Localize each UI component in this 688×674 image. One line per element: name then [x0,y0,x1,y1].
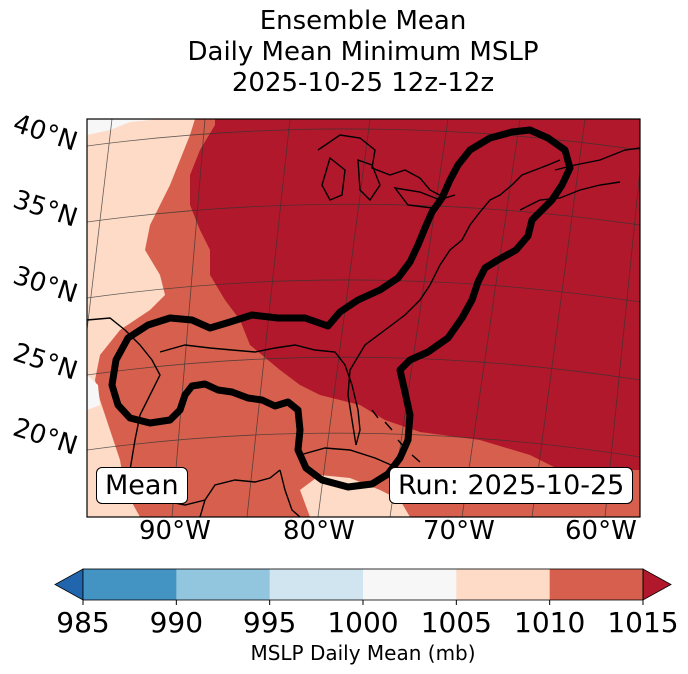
pressure-fill-1005-south [300,475,410,517]
longitude-line-80w [317,119,371,517]
latitude-line-40n [87,128,640,151]
run-label-box: Run: 2025-10-25 [389,467,634,504]
longitude-line-95w [87,119,113,331]
longitude-line-65w [531,119,586,517]
colorbar-tick-label-1015: 1015 [607,606,679,639]
lon-label-80w: 80°W [283,516,355,546]
coastline-atlantic-us [347,159,561,446]
mslp-contour-outline [108,126,574,491]
latitude-line-20n [87,432,640,458]
latitude-line-25n [87,356,640,381]
map-frame [86,118,641,518]
colorbar-segment-1000-1005 [363,569,457,600]
colorbar-segment-1010-1015 [549,569,644,600]
colorbar-segment-985-990 [83,569,177,600]
lon-label-90w: 90°W [139,516,211,546]
colorbar-tick-label-990: 990 [149,606,204,639]
coastline-central-america [279,469,301,517]
colorbar-tick-label-995: 995 [242,606,297,639]
title-line-2: Daily Mean Minimum MSLP [187,37,539,67]
colorbar-segment-990-995 [176,569,271,600]
bahamas [371,409,421,463]
mean-label-box: Mean [96,467,188,504]
lon-label-70w: 70°W [423,516,495,546]
longitude-line-60w [604,169,640,517]
colorbar-tick-label-1000: 1000 [327,606,399,639]
colorbar-over-triangle [642,568,672,601]
colorbar-tick-label-1005: 1005 [420,606,492,639]
title-line-3: 2025-10-25 12z-12z [231,68,495,98]
great-lakes [317,134,456,209]
chart-title: Ensemble Mean Daily Mean Minimum MSLP 20… [0,6,688,99]
colorbar-under-triangle [54,568,84,601]
colorbar-segment-995-1000 [269,569,364,600]
colorbar-tick-label-1010: 1010 [514,606,586,639]
title-line-1: Ensemble Mean [259,6,467,36]
colorbar-label: MSLP Daily Mean (mb) [250,641,476,665]
coastline-gulf-us [87,317,361,471]
pressure-fill-1010-west [87,119,640,517]
colorbar-segment-1005-1010 [456,569,551,600]
lon-label-60w: 60°W [565,516,637,546]
latitude-line-35n [87,203,640,226]
colorbar-tick-label-985: 985 [56,606,110,639]
colorbar [54,568,672,605]
longitude-line-70w [461,119,521,517]
